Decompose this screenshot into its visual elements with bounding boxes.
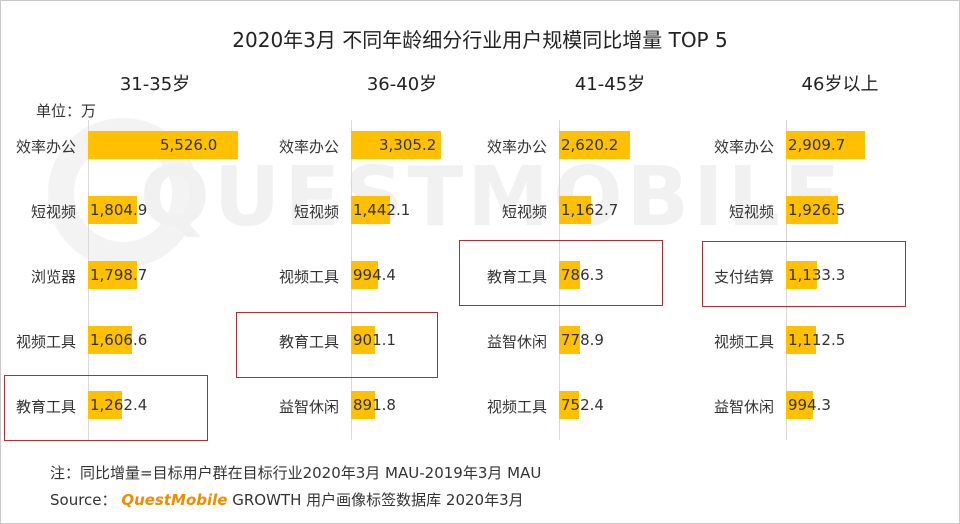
data-label: 2,909.7 <box>788 136 846 154</box>
data-label: 1,804.9 <box>90 201 148 219</box>
source-rest: GROWTH 用户画像标签数据库 2020年3月 <box>232 491 524 509</box>
category-label: 视频工具 <box>486 398 547 416</box>
highlight-box <box>702 241 906 307</box>
group-header: 36-40岁 <box>366 74 438 95</box>
category-label: 教育工具 <box>15 398 76 416</box>
bar <box>559 131 631 159</box>
data-label: 752.4 <box>561 396 604 414</box>
bar <box>351 391 376 419</box>
bar <box>88 261 137 289</box>
data-label: 5,526.0 <box>160 136 218 154</box>
bar <box>786 391 813 419</box>
category-label: 益智休闲 <box>486 333 547 351</box>
bar <box>88 131 238 159</box>
category-label: 益智休闲 <box>278 398 339 416</box>
category-label: 教育工具 <box>486 268 547 286</box>
category-label: 效率办公 <box>278 138 339 156</box>
bar <box>786 326 817 354</box>
watermark-text: QUESTMOBILE <box>140 150 844 245</box>
footnote: 注：同比增量=目标用户群在目标行业2020年3月 MAU-2019年3月 MAU <box>50 464 542 482</box>
category-label: 短视频 <box>293 203 339 221</box>
category-label: 效率办公 <box>486 138 547 156</box>
bar <box>559 326 581 354</box>
bar <box>351 196 391 224</box>
source-brand: QuestMobile <box>121 491 228 509</box>
data-label: 778.9 <box>561 331 604 349</box>
bar <box>786 261 817 289</box>
bar <box>351 261 378 289</box>
category-label: 浏览器 <box>30 268 76 286</box>
bar <box>351 326 376 354</box>
bar <box>88 196 137 224</box>
chart-title: 2020年3月 不同年龄细分行业用户规模同比增量 TOP 5 <box>232 28 728 52</box>
category-label: 支付结算 <box>713 268 774 286</box>
bar <box>786 196 839 224</box>
data-label: 3,305.2 <box>379 136 437 154</box>
group-header: 41-45岁 <box>574 74 646 95</box>
category-label: 短视频 <box>728 203 774 221</box>
data-label: 901.1 <box>353 331 396 349</box>
bar <box>559 391 580 419</box>
category-label: 效率办公 <box>713 138 774 156</box>
bar <box>88 391 123 419</box>
data-label: 1,798.7 <box>90 266 148 284</box>
highlight-box <box>236 312 438 378</box>
source-prefix: Source： <box>50 491 117 509</box>
bar <box>559 196 591 224</box>
highlight-box <box>459 240 663 306</box>
category-label: 教育工具 <box>278 333 339 351</box>
highlight-box <box>4 375 208 441</box>
category-label: 视频工具 <box>278 268 339 286</box>
data-label: 786.3 <box>561 266 604 284</box>
group-header: 46岁以上 <box>801 74 879 95</box>
bar <box>88 326 132 354</box>
data-label: 1,162.7 <box>561 201 619 219</box>
source-line: Source： QuestMobile GROWTH 用户画像标签数据库 202… <box>50 489 524 510</box>
data-label: 1,442.1 <box>353 201 411 219</box>
data-label: 1,606.6 <box>90 331 148 349</box>
group-header: 31-35岁 <box>119 74 191 95</box>
data-label: 1,133.3 <box>788 266 846 284</box>
category-label: 短视频 <box>30 203 76 221</box>
data-label: 1,926.5 <box>788 201 846 219</box>
bar <box>351 131 441 159</box>
data-label: 994.3 <box>788 396 831 414</box>
data-label: 994.4 <box>353 266 396 284</box>
category-label: 视频工具 <box>713 333 774 351</box>
category-label: 短视频 <box>501 203 547 221</box>
unit-label: 单位：万 <box>36 102 97 120</box>
category-label: 效率办公 <box>15 138 76 156</box>
data-label: 1,112.5 <box>788 331 846 349</box>
category-label: 益智休闲 <box>713 398 774 416</box>
data-label: 2,620.2 <box>561 136 619 154</box>
bar <box>559 261 581 289</box>
data-label: 891.8 <box>353 396 396 414</box>
category-label: 视频工具 <box>15 333 76 351</box>
data-label: 1,262.4 <box>90 396 148 414</box>
bar <box>786 131 865 159</box>
